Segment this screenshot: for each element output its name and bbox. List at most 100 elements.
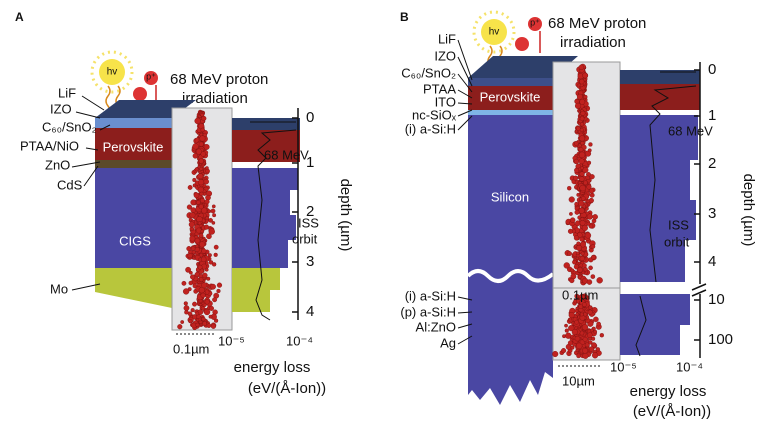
particle (207, 253, 212, 258)
tick-label: 2 (306, 203, 314, 220)
particle (205, 168, 210, 174)
particle (203, 224, 210, 230)
particle (201, 115, 207, 121)
layer-label: ZnO (45, 157, 70, 172)
axis-label: (eV/(Å-Ion)) (248, 380, 326, 397)
tick-label: 1 (708, 107, 716, 124)
leader-line (457, 311, 473, 314)
particle (204, 199, 210, 205)
band (232, 168, 298, 268)
particle (195, 148, 202, 155)
particle (199, 191, 204, 196)
particle (203, 178, 209, 185)
curve-label: ISS (298, 215, 319, 230)
leader-line (457, 73, 473, 93)
particle (203, 144, 210, 150)
leader-line (457, 56, 473, 87)
particle (190, 274, 196, 280)
particle (195, 311, 200, 316)
particle (183, 305, 190, 311)
tick-label: 2 (708, 155, 716, 172)
proton (133, 87, 147, 101)
leader-line (457, 39, 473, 81)
particle-track (177, 109, 223, 331)
particle (190, 199, 197, 206)
particle (584, 342, 590, 348)
leader-lines (71, 95, 111, 291)
particle (190, 246, 196, 251)
particle (183, 301, 188, 306)
leader-line (457, 102, 473, 105)
particle (573, 235, 580, 241)
particle (582, 72, 589, 79)
particle (181, 280, 187, 286)
particle (202, 272, 208, 279)
particle (574, 309, 579, 313)
region-label: Silicon (491, 189, 529, 204)
particle (578, 64, 585, 71)
layer-label: Al:ZnO (416, 319, 456, 334)
particle (198, 141, 204, 147)
particle (578, 158, 585, 165)
sun (99, 59, 125, 85)
particle (587, 148, 592, 153)
layer-ito (468, 110, 553, 115)
particle (589, 174, 595, 180)
tick-label: 3 (306, 253, 314, 270)
particle (189, 212, 196, 219)
particle (211, 221, 216, 225)
particle (186, 204, 193, 210)
curve-label: orbit (292, 231, 318, 246)
particle (567, 228, 574, 234)
particle (568, 312, 575, 319)
panel-b: B hv p⁺ 68 MeV proton irradiation Perovs… (400, 10, 757, 420)
particle (595, 347, 600, 352)
band (232, 118, 300, 130)
particle (574, 209, 580, 215)
particle (581, 224, 588, 232)
layer-label: IZO (434, 48, 456, 63)
particle (573, 175, 579, 181)
particle (198, 158, 204, 164)
particle (198, 277, 204, 282)
particle (201, 248, 207, 254)
particle (579, 98, 586, 105)
particle (188, 280, 194, 286)
particle (596, 321, 601, 327)
particle (585, 175, 590, 180)
particle (574, 335, 581, 342)
particle (583, 94, 588, 99)
proton (528, 17, 542, 31)
particle (569, 277, 575, 284)
particle (564, 328, 569, 333)
particle (577, 267, 583, 273)
leader-line (457, 109, 473, 117)
particle (195, 322, 200, 327)
tick-label: 100 (708, 331, 733, 348)
layer-label: PTAA/NiO (20, 138, 79, 153)
particle (589, 328, 594, 333)
particle (577, 200, 585, 207)
energy-curve (635, 71, 697, 357)
layer-label: IZO (50, 101, 72, 116)
particle (208, 218, 213, 223)
particle (580, 217, 585, 222)
particle (190, 308, 195, 313)
particle (573, 141, 579, 146)
layer-label: C₆₀/SnO₂ (401, 65, 456, 80)
particle (579, 135, 586, 142)
particle (210, 283, 216, 290)
axis-label: energy loss (234, 359, 311, 376)
particle (591, 254, 596, 260)
particle (208, 305, 214, 311)
particle (212, 213, 217, 218)
region-label: Perovskite (103, 139, 164, 154)
particle (588, 142, 593, 147)
particle (202, 321, 208, 326)
break (466, 269, 555, 283)
particle (210, 323, 217, 329)
particle (200, 229, 205, 234)
curve-label: ISS (668, 217, 689, 232)
particle (579, 312, 584, 317)
particle (582, 166, 589, 174)
